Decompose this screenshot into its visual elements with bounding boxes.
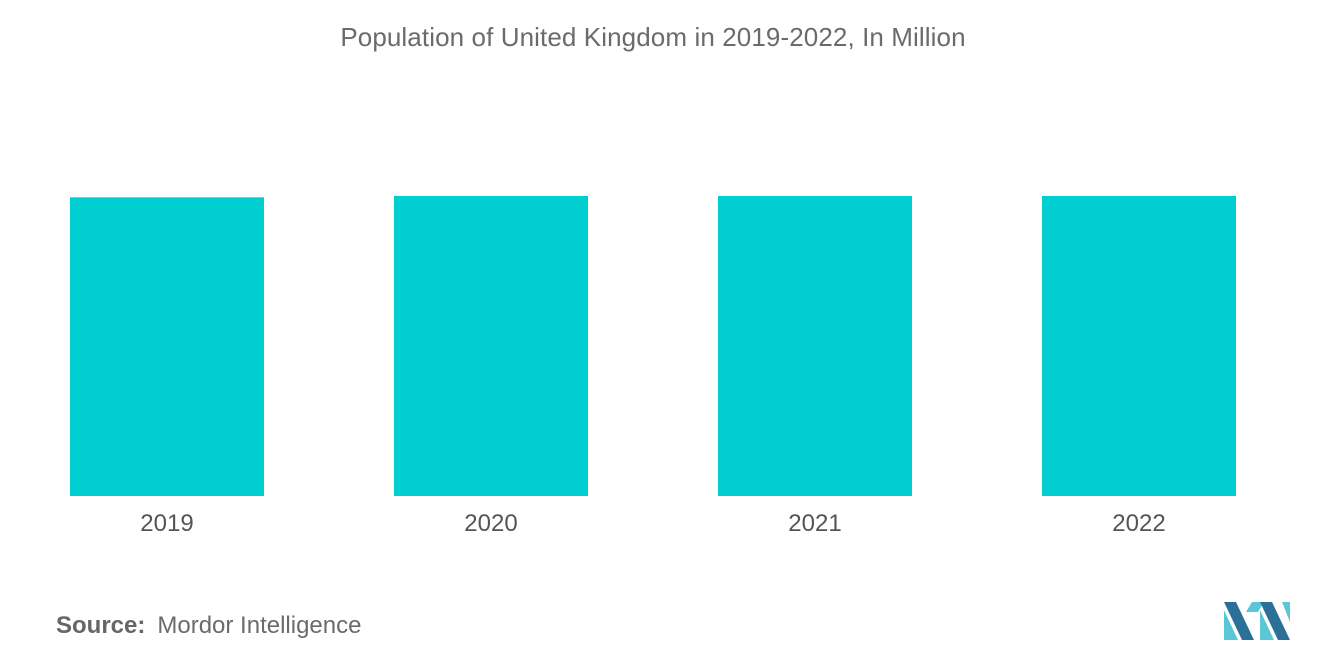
source-text: Mordor Intelligence	[157, 612, 362, 639]
bar-2022	[1042, 196, 1236, 496]
bar-2020	[394, 196, 588, 496]
x-tick-label-2019: 2019	[140, 510, 193, 537]
bar-2021	[718, 196, 912, 496]
source-label: Source:	[56, 612, 146, 639]
source-line: Source: Mordor Intelligence	[56, 612, 361, 640]
bars-group	[70, 196, 1236, 496]
x-tick-labels: 2019 2020 2021 2022	[140, 510, 1165, 537]
mordor-intelligence-logo-icon	[1224, 602, 1290, 640]
bar-2019	[70, 197, 264, 496]
x-tick-label-2022: 2022	[1112, 510, 1165, 537]
x-tick-label-2021: 2021	[788, 510, 841, 537]
x-tick-label-2020: 2020	[464, 510, 517, 537]
chart-title: Population of United Kingdom in 2019-202…	[340, 22, 966, 52]
